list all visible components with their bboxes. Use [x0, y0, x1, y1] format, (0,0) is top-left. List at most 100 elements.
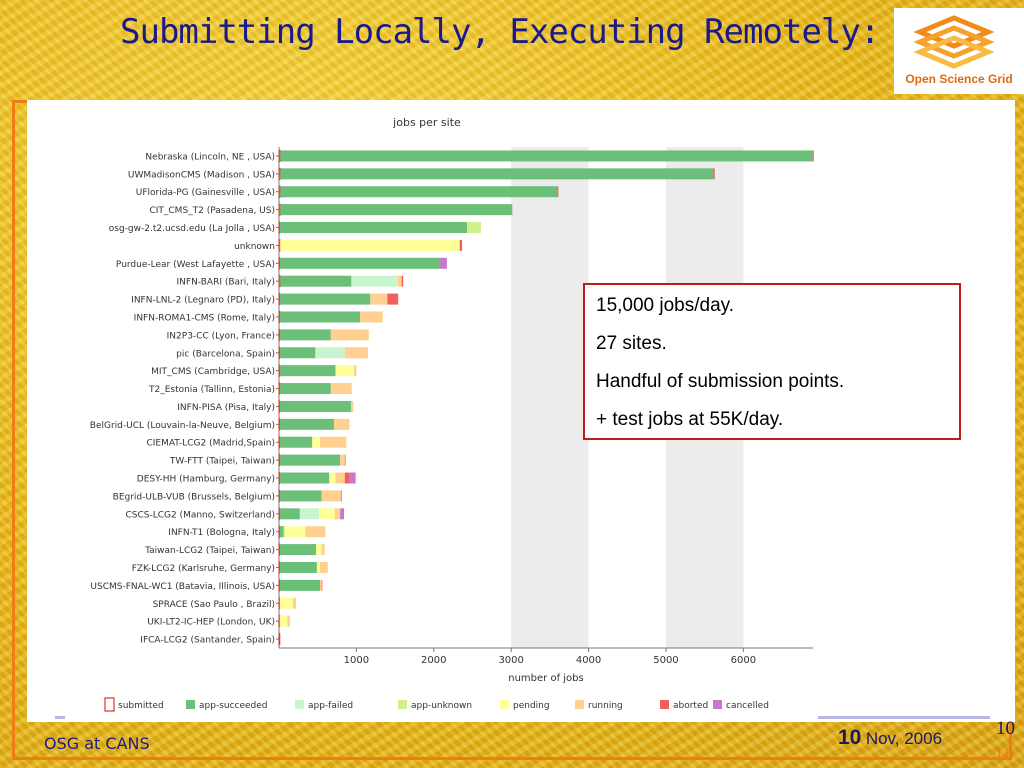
bar-nebraska-lincoln-ne-usa-aborted [812, 150, 814, 162]
footer-date-day: 10 [838, 726, 862, 749]
bar-infn-roma1-cms-rome-italy-app-succeeded [279, 311, 361, 323]
category-label-in2p3-cc-lyon-france: IN2P3-CC (Lyon, France) [167, 331, 275, 341]
stats-callout: 15,000 jobs/day. 27 sites. Handful of su… [583, 283, 961, 440]
bar-belgrid-ucl-louvain-la-neuve-belgium-app-succeeded [279, 418, 334, 430]
bar-sprace-sao-paulo-brazil-running [292, 597, 297, 609]
bar-infn-t1-bologna-italy-pending [285, 526, 306, 538]
category-label-infn-lnl-2-legnaro-pd-italy: INFN-LNL-2 (Legnaro (PD), Italy) [131, 296, 275, 306]
bar-pic-barcelona-spain-app-failed [315, 347, 345, 359]
callout-line-sites: 27 sites. [596, 333, 667, 354]
x-tick-label-1000: 1000 [344, 655, 369, 666]
category-label-nebraska-lincoln-ne-usa: Nebraska (Lincoln, NE , USA) [145, 152, 275, 162]
bar-infn-roma1-cms-rome-italy-running [360, 311, 383, 323]
bar-unknown-pending [280, 239, 460, 251]
bar-uscms-fnal-wc1-batavia-illinois-usa-running [320, 579, 322, 591]
bar-uscms-fnal-wc1-batavia-illinois-usa-submitted [278, 579, 281, 592]
legend-label-submitted: submitted [118, 701, 164, 711]
bar-cscs-lcg2-manno-switzerland-app-succeeded [279, 508, 300, 520]
category-label-infn-t1-bologna-italy: INFN-T1 (Bologna, Italy) [168, 528, 275, 538]
category-label-infn-pisa-pisa-italy: INFN-PISA (Pisa, Italy) [177, 403, 275, 413]
legend-label-pending: pending [513, 701, 550, 711]
legend-label-aborted: aborted [673, 701, 708, 711]
bar-tw-ftt-taipei-taiwan-app-succeeded [279, 454, 341, 466]
bar-infn-bari-bari-italy-submitted [278, 275, 281, 288]
bar-pic-barcelona-spain-running [344, 347, 368, 359]
bar-fzk-lcg2-karlsruhe-germany-submitted [278, 561, 281, 574]
bar-infn-bari-bari-italy-running [397, 275, 402, 287]
shaded-band-0 [511, 147, 589, 648]
category-label-osg-gw-2-t2-ucsd-edu-la-jolla-usa: osg-gw-2.t2.ucsd.edu (La Jolla , USA) [109, 224, 275, 234]
bar-uscms-fnal-wc1-batavia-illinois-usa-app-succeeded [279, 579, 321, 591]
category-label-fzk-lcg2-karlsruhe-germany: FZK-LCG2 (Karlsruhe, Germany) [132, 564, 275, 574]
bar-desy-hh-hamburg-germany-cancelled [349, 472, 356, 484]
slide-title: Submitting Locally, Executing Remotely: [120, 12, 880, 52]
legend-label-cancelled: cancelled [726, 701, 769, 711]
bar-infn-bari-bari-italy-app-failed [351, 275, 398, 287]
bar-tw-ftt-taipei-taiwan-aborted [344, 454, 346, 466]
osg-logo: Open Science Grid [894, 8, 1024, 94]
bar-infn-bari-bari-italy-aborted [401, 275, 404, 287]
bar-uki-lt2-ic-hep-london-uk-pending [279, 615, 288, 627]
category-label-desy-hh-hamburg-germany: DESY-HH (Hamburg, Germany) [137, 475, 275, 485]
bar-infn-t1-bologna-italy-app-unknown [283, 526, 286, 538]
bar-sprace-sao-paulo-brazil-submitted [278, 597, 281, 610]
category-label-tw-ftt-taipei-taiwan: TW-FTT (Taipei, Taiwan) [169, 457, 275, 467]
callout-line-test-jobs: + test jobs at 55K/day. [596, 409, 784, 430]
category-label-unknown: unknown [234, 242, 275, 252]
bar-tw-ftt-taipei-taiwan-submitted [278, 454, 281, 467]
category-label-taiwan-lcg2-taipei-taiwan: Taiwan-LCG2 (Taipei, Taiwan) [144, 546, 275, 556]
bar-cscs-lcg2-manno-switzerland-cancelled [340, 508, 345, 520]
bar-pic-barcelona-spain-app-succeeded [279, 347, 316, 359]
category-label-mit-cms-cambridge-usa: MIT_CMS (Cambridge, USA) [151, 367, 275, 377]
bar-ifca-lcg2-santander-spain-submitted [278, 633, 281, 646]
bar-desy-hh-hamburg-germany-app-succeeded [279, 472, 330, 484]
bar-begrid-ulb-vub-brussels-belgium-aborted [340, 490, 342, 502]
category-label-infn-roma1-cms-rome-italy: INFN-ROMA1-CMS (Rome, Italy) [134, 313, 275, 323]
bar-infn-t1-bologna-italy-running [305, 526, 326, 538]
legend-label-running: running [588, 701, 623, 711]
category-label-cit-cms-t2-pasadena-us: CIT_CMS_T2 (Pasadena, US) [149, 206, 275, 216]
bar-begrid-ulb-vub-brussels-belgium-running [321, 490, 341, 502]
category-label-ciemat-lcg2-madrid-spain: CIEMAT-LCG2 (Madrid,Spain) [146, 439, 275, 449]
bar-mit-cms-cambridge-usa-submitted [278, 364, 281, 377]
bar-uscms-fnal-wc1-batavia-illinois-usa-aborted [321, 579, 323, 591]
legend-swatch-submitted [104, 697, 115, 712]
category-label-t2-estonia-tallinn-estonia: T2_Estonia (Tallinn, Estonia) [148, 385, 275, 395]
bar-belgrid-ucl-louvain-la-neuve-belgium-running [333, 418, 350, 430]
footer-rule-left [55, 716, 65, 719]
bar-purdue-lear-west-lafayette-usa-app-succeeded [279, 257, 440, 269]
bar-ciemat-lcg2-madrid-spain-running [320, 436, 347, 448]
bar-osg-gw-2-t2-ucsd-edu-la-jolla-usa-app-unknown [467, 222, 481, 234]
legend-swatch-app-succeeded [186, 700, 195, 709]
bar-mit-cms-cambridge-usa-app-succeeded [279, 365, 336, 377]
category-label-infn-bari-bari-italy: INFN-BARI (Bari, Italy) [177, 278, 275, 288]
legend-swatch-running [575, 700, 584, 709]
bar-uki-lt2-ic-hep-london-uk-submitted [278, 615, 281, 628]
bar-fzk-lcg2-karlsruhe-germany-pending [316, 561, 321, 573]
bar-belgrid-ucl-louvain-la-neuve-belgium-submitted [278, 418, 281, 431]
category-label-uflorida-pg-gainesville-usa: UFlorida-PG (Gainesville , USA) [136, 188, 275, 198]
bar-in2p3-cc-lyon-france-app-succeeded [279, 329, 331, 341]
category-label-uscms-fnal-wc1-batavia-illinois-usa: USCMS-FNAL-WC1 (Batavia, Illinois, USA) [90, 582, 275, 592]
bar-infn-pisa-pisa-italy-submitted [278, 400, 281, 413]
bar-uki-lt2-ic-hep-london-uk-running [287, 615, 290, 627]
footer-date-month: Nov, 2006 [865, 729, 943, 748]
bar-infn-pisa-pisa-italy-running [350, 400, 354, 412]
footer-date: 10 Nov, 2006 [838, 726, 942, 750]
legend-swatch-aborted [660, 700, 669, 709]
bar-taiwan-lcg2-taipei-taiwan-pending [316, 544, 322, 556]
bar-taiwan-lcg2-taipei-taiwan-running [321, 544, 325, 556]
slide-number: 16 [994, 744, 1015, 763]
category-label-begrid-ulb-vub-brussels-belgium: BEgrid-ULB-VUB (Brussels, Belgium) [113, 492, 275, 502]
bar-begrid-ulb-vub-brussels-belgium-app-succeeded [279, 490, 322, 502]
footer-rule-right [818, 716, 990, 719]
x-tick-label-6000: 6000 [731, 655, 756, 666]
category-label-pic-barcelona-spain: pic (Barcelona, Spain) [176, 349, 275, 359]
bar-uflorida-pg-gainesville-usa-aborted [557, 186, 559, 198]
bar-cscs-lcg2-manno-switzerland-running [334, 508, 341, 520]
bar-infn-t1-bologna-italy-app-succeeded [279, 526, 284, 538]
logo-text: Open Science Grid [905, 72, 1013, 86]
bar-osg-gw-2-t2-ucsd-edu-la-jolla-usa-submitted [278, 221, 281, 234]
bar-infn-lnl-2-legnaro-pd-italy-submitted [278, 293, 281, 306]
bar-tw-ftt-taipei-taiwan-running [340, 454, 345, 466]
